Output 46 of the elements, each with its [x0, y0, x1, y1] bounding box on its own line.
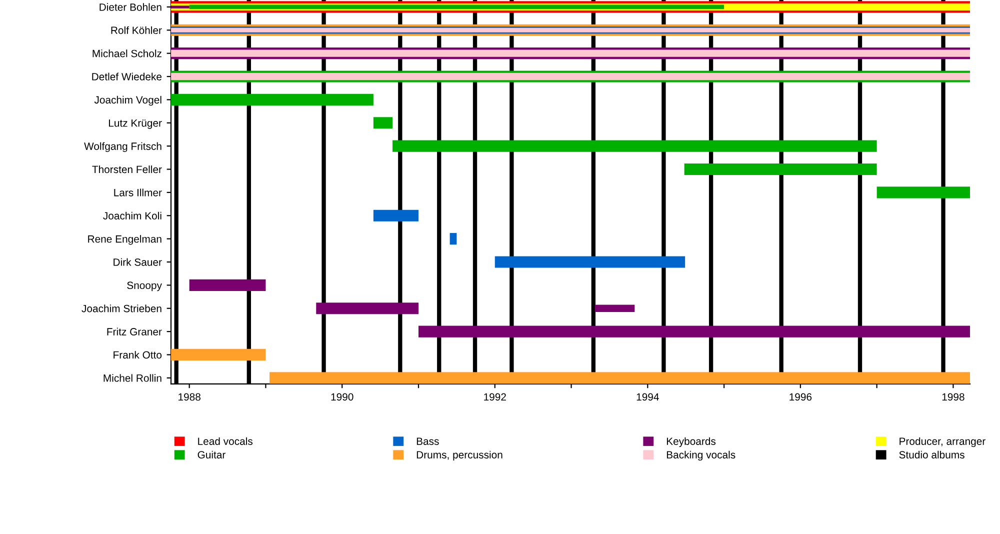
y-tick-label: Snoopy	[127, 282, 162, 292]
y-tick-label: Dieter Bohlen	[100, 3, 162, 11]
legend-label: Backing vocals	[666, 450, 736, 461]
legend-label: Keyboards	[666, 437, 716, 448]
legend-label: Lead vocals	[198, 437, 253, 445]
y-tick-label: Frank Otto	[114, 350, 162, 359]
x-tick-label: 1988	[178, 393, 200, 401]
bar	[171, 50, 970, 57]
bar	[684, 163, 877, 176]
y-tick-label: Joachim Strieben	[82, 304, 162, 312]
y-tick-label: Rolf Köhler	[111, 26, 162, 34]
y-tick-label: Fritz Graner	[107, 328, 162, 336]
y-tick-label: Michel Rollin	[104, 374, 162, 382]
legend-label: Bass	[416, 438, 439, 445]
y-tick-label: Lutz Krüger	[108, 119, 162, 129]
bar	[171, 94, 374, 106]
bar	[373, 117, 393, 129]
bar	[316, 302, 418, 314]
x-tick-label: 1990	[331, 393, 354, 401]
bar	[876, 186, 970, 198]
x-tick-label: 1992	[484, 393, 506, 401]
legend-label: Producer, arranger	[900, 437, 986, 448]
x-tick-label: 1998	[942, 393, 964, 401]
bar	[270, 372, 970, 384]
bar	[418, 326, 970, 338]
x-tick-label: 1996	[790, 393, 812, 401]
x-tick-label: 1994	[636, 393, 659, 401]
bar	[392, 140, 877, 152]
y-tick-label: Wolfgang Fritsch	[84, 142, 162, 152]
bar	[594, 304, 635, 312]
y-tick-label: Joachim Vogel	[94, 96, 162, 106]
y-tick-label: Dirk Sauer	[114, 258, 162, 266]
y-tick-label: Joachim Koli	[103, 212, 162, 220]
bar	[373, 210, 418, 222]
y-tick-label: Thorsten Feller	[92, 165, 162, 174]
legend-label: Drums, percussion	[416, 450, 502, 461]
y-tick-label: Lars Illmer	[114, 188, 162, 196]
y-tick-label: Rene Engelman	[88, 235, 162, 245]
y-tick-label: Michael Scholz	[92, 50, 162, 58]
legend-label: Guitar	[198, 450, 226, 458]
bar	[171, 348, 266, 361]
bar	[450, 233, 457, 245]
bar	[189, 279, 266, 291]
legend-label: Studio albums	[899, 450, 964, 458]
y-tick-label: Detlef Wiedeke	[92, 72, 162, 80]
bar	[494, 256, 686, 268]
